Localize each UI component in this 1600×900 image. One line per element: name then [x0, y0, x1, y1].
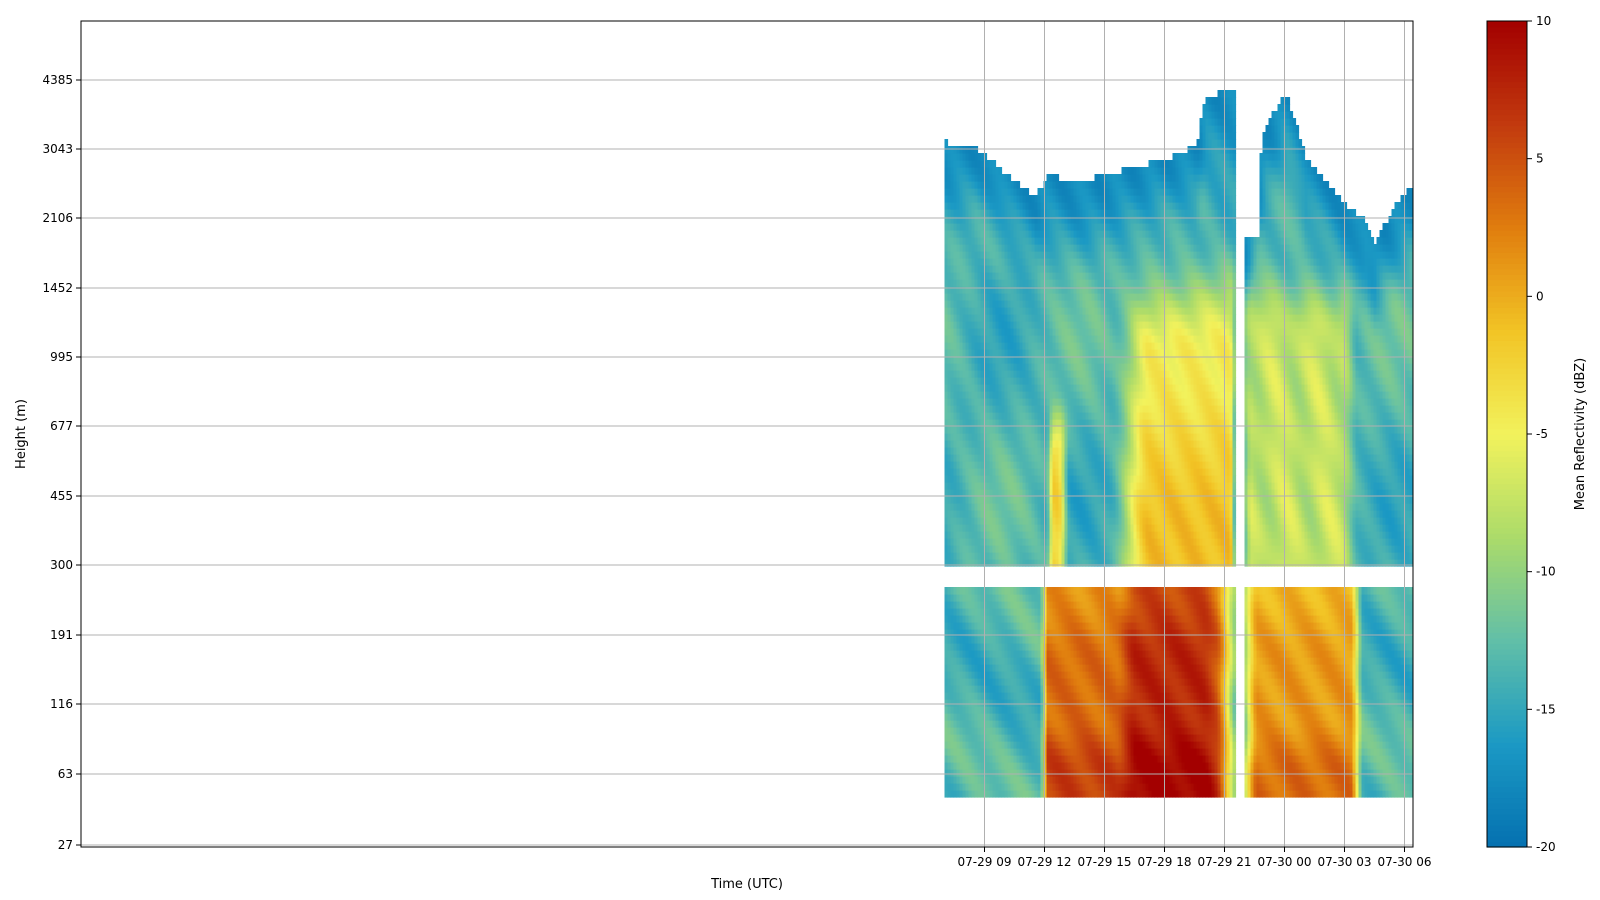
- heatmap-cell: [1026, 188, 1030, 196]
- reflectivity-heatmap: [945, 90, 1417, 798]
- heatmap-cell: [1056, 174, 1060, 182]
- heatmap-cell: [1008, 174, 1012, 182]
- heatmap-cell: [945, 139, 949, 147]
- reflectivity-figure: 07-29 09 07-29 12 07-29 15 07-29 18 07-29 21…: [0, 0, 1600, 900]
- heatmap-cell: [975, 146, 979, 154]
- heatmap-cell: [993, 160, 997, 168]
- heatmap-cell: [1017, 181, 1021, 189]
- heatmap-cell: [999, 167, 1003, 175]
